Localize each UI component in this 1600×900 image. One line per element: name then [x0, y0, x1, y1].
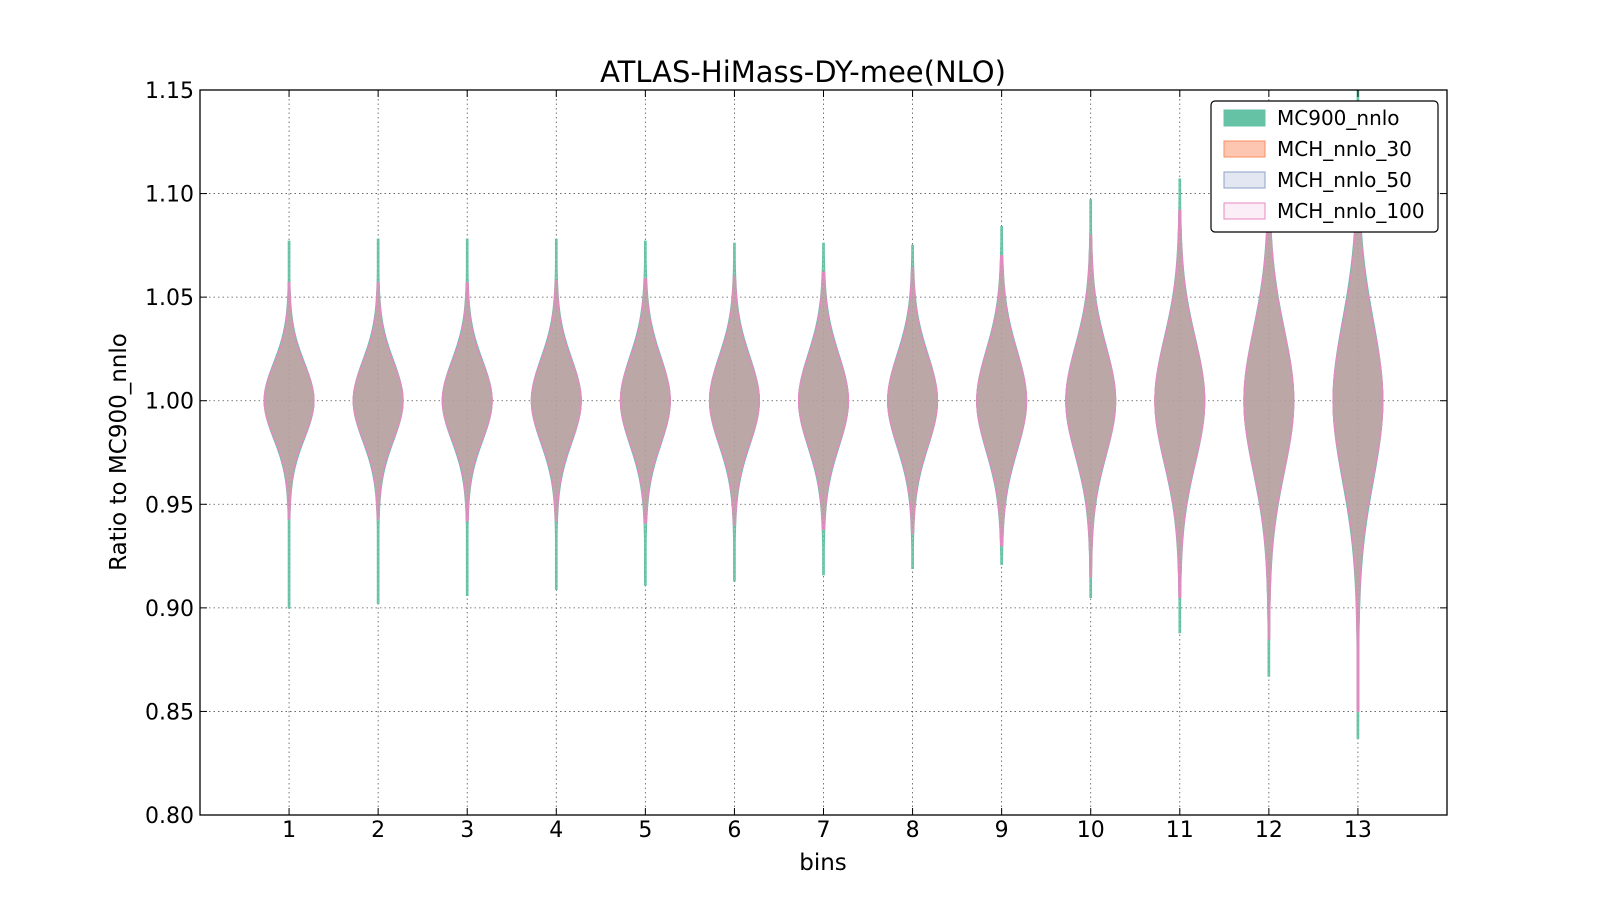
violin-MC900_nnlo-bin-7 [798, 242, 849, 576]
x-tick-label: 2 [371, 818, 385, 843]
legend-swatch [1223, 171, 1266, 189]
x-tick-label: 12 [1255, 818, 1283, 843]
legend-label: MCH_nnlo_50 [1277, 168, 1412, 192]
violin-MC900_nnlo-bin-11 [1154, 178, 1206, 634]
violin-MC900_nnlo-bin-4 [530, 238, 582, 590]
y-tick-label: 0.95 [145, 493, 194, 518]
legend-label: MC900_nnlo [1277, 106, 1400, 130]
x-tick-label: 11 [1166, 818, 1194, 843]
violin-MCH_nnlo_100-bin-5 [619, 277, 671, 524]
violin-MC900_nnlo-bin-5 [619, 240, 671, 586]
violin-MC900_nnlo-bin-6 [708, 242, 760, 582]
violin-MCH_nnlo_100-bin-10 [1065, 234, 1117, 578]
legend-swatch [1223, 109, 1266, 127]
x-axis-title: bins [799, 850, 847, 876]
x-axis: 1 2 3 4 5 6 7 8 9 10 11 12 13 [282, 90, 1372, 843]
y-tick-label: 1.00 [145, 390, 194, 415]
y-tick-label: 0.80 [145, 804, 194, 829]
violin-MCH_nnlo_100-bin-12 [1243, 172, 1295, 640]
y-tick-label: 1.10 [145, 183, 194, 208]
violin-MCH_nnlo_100-bin-4 [530, 280, 582, 522]
violin-MC900_nnlo-bin-10 [1065, 199, 1117, 599]
y-tick-label: 0.90 [145, 597, 194, 622]
violin-MC900_nnlo-bin-2 [352, 238, 404, 605]
legend: MC900_nnlo MCH_nnlo_30 MCH_nnlo_50 MCH_nnlo… [1210, 100, 1439, 233]
y-tick-label: 0.85 [145, 700, 194, 725]
violin-MCH_nnlo_100-bin-9 [976, 255, 1028, 547]
violin-MCH_nnlo_100-bin-2 [352, 282, 404, 520]
legend-label: MCH_nnlo_30 [1277, 137, 1412, 161]
violin-MCH_nnlo_100-bin-7 [798, 271, 849, 530]
x-tick-label: 13 [1344, 818, 1372, 843]
x-tick-label: 6 [727, 818, 741, 843]
legend-swatch [1223, 202, 1266, 220]
legend-label: MCH_nnlo_100 [1277, 199, 1425, 223]
y-axis-title: Ratio to MC900_nnlo [106, 333, 132, 571]
y-tick-label: 1.05 [145, 286, 194, 311]
x-tick-label: 10 [1077, 818, 1105, 843]
x-tick-label: 8 [906, 818, 920, 843]
violins [263, 89, 1384, 739]
violin-MCH_nnlo_100-bin-3 [441, 282, 493, 522]
x-tick-label: 7 [817, 818, 831, 843]
x-tick-label: 1 [282, 818, 296, 843]
y-tick-label: 1.15 [145, 79, 194, 104]
x-tick-label: 5 [638, 818, 652, 843]
violin-MCH_nnlo_100-bin-6 [708, 275, 760, 526]
violin-MC900_nnlo-bin-3 [441, 238, 493, 596]
violin-MCH_nnlo_100-bin-11 [1154, 209, 1206, 599]
x-tick-label: 9 [995, 818, 1009, 843]
violin-MC900_nnlo-bin-9 [976, 226, 1028, 565]
x-tick-label: 3 [460, 818, 474, 843]
legend-swatch [1223, 140, 1266, 158]
x-tick-label: 4 [549, 818, 563, 843]
violin-MC900_nnlo-bin-8 [887, 244, 939, 570]
legend-frame [1210, 100, 1439, 233]
y-axis: 0.80 0.85 0.90 0.95 1.00 1.05 1.10 1.15 [145, 79, 1447, 829]
chart-title: ATLAS-HiMass-DY-mee(NLO) [600, 55, 1006, 89]
violin-MCH_nnlo_100-bin-8 [887, 267, 939, 534]
violin-MCH_nnlo_100-bin-1 [263, 282, 315, 520]
